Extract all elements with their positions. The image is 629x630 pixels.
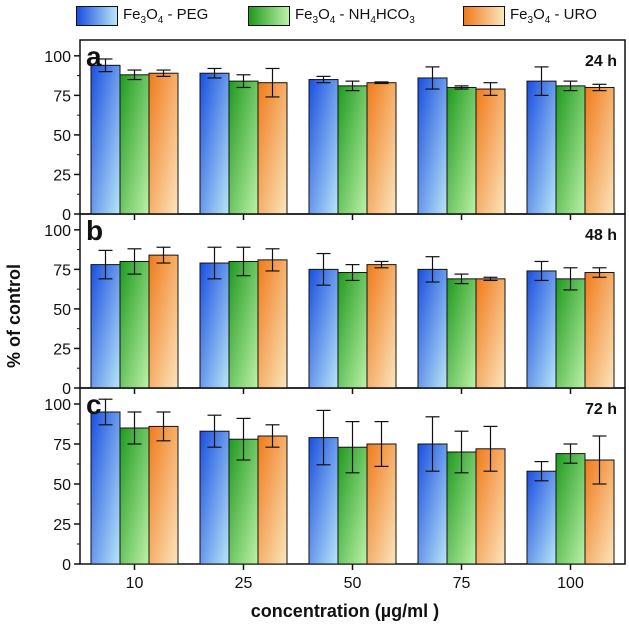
y-tick-label-c-50: 50 xyxy=(53,477,71,494)
bar-c-nh4hco3-100 xyxy=(555,453,586,565)
legend-item-uro: Fe3O4 - URO xyxy=(463,4,597,28)
x-tick-label-100: 100 xyxy=(557,575,584,592)
y-tick-label-b-100: 100 xyxy=(44,223,71,240)
y-tick-label-b-25: 25 xyxy=(53,341,71,358)
bar-b-nh4hco3-10 xyxy=(119,260,150,389)
bar-a-nh4hco3-75 xyxy=(446,86,477,215)
y-tick-label-c-25: 25 xyxy=(53,517,71,534)
bar-b-peg-75 xyxy=(417,268,448,389)
bar-a-uro-100 xyxy=(584,86,615,215)
bar-b-uro-10 xyxy=(148,254,179,389)
legend-swatch-uro xyxy=(463,6,505,26)
bar-a-peg-100 xyxy=(526,80,557,215)
bar-b-nh4hco3-100 xyxy=(555,278,586,389)
bar-c-peg-25 xyxy=(199,430,230,565)
y-tick-label-c-0: 0 xyxy=(62,557,71,574)
bar-a-uro-10 xyxy=(148,72,179,215)
bar-b-peg-50 xyxy=(308,268,339,389)
bar-b-peg-10 xyxy=(90,264,121,389)
bar-c-nh4hco3-10 xyxy=(119,427,150,565)
bar-a-nh4hco3-10 xyxy=(119,74,150,215)
bar-b-nh4hco3-75 xyxy=(446,278,477,389)
legend-item-peg: Fe3O4 - PEG xyxy=(76,4,208,28)
bar-a-peg-75 xyxy=(417,77,448,215)
panel-letter-c: c xyxy=(86,389,102,420)
bar-a-peg-50 xyxy=(308,79,339,215)
bar-b-uro-25 xyxy=(257,259,288,389)
bar-c-uro-25 xyxy=(257,435,288,565)
panel-letter-b: b xyxy=(86,215,103,246)
y-tick-label-b-0: 0 xyxy=(62,381,71,398)
legend-label-peg: Fe3O4 - PEG xyxy=(123,6,209,26)
panel-time-b: 48 h xyxy=(585,227,617,244)
y-tick-label-a-0: 0 xyxy=(62,207,71,224)
x-axis-title: concentration (µg/ml ) xyxy=(251,601,439,621)
bar-a-uro-25 xyxy=(257,82,288,215)
legend-label-uro: Fe3O4 - URO xyxy=(510,6,597,26)
bar-a-nh4hco3-25 xyxy=(228,80,259,215)
y-tick-label-a-25: 25 xyxy=(53,167,71,184)
bar-b-peg-25 xyxy=(199,262,230,389)
bar-a-peg-10 xyxy=(90,64,121,215)
y-tick-label-c-100: 100 xyxy=(44,397,71,414)
bar-c-uro-10 xyxy=(148,425,179,565)
panel-a: 0 25 50 75 100 a 24 h xyxy=(44,39,626,224)
bar-c-peg-100 xyxy=(526,470,557,565)
bar-b-nh4hco3-25 xyxy=(228,260,259,389)
legend-swatch-nh4hco3 xyxy=(248,6,290,26)
y-tick-label-a-100: 100 xyxy=(44,49,71,66)
y-tick-label-b-75: 75 xyxy=(53,262,71,279)
legend-label-nh4hco3: Fe3O4 - NH4HCO3 xyxy=(295,6,415,26)
bar-a-peg-25 xyxy=(199,72,230,215)
legend-item-nh4hco3: Fe3O4 - NH4HCO3 xyxy=(248,4,415,28)
bar-b-nh4hco3-50 xyxy=(337,272,368,389)
panel-c: 0 25 50 75 100 10 25 50 75 100 c 72 h xyxy=(44,387,626,592)
y-tick-label-b-50: 50 xyxy=(53,302,71,319)
bar-b-uro-100 xyxy=(584,272,615,389)
bar-b-peg-100 xyxy=(526,270,557,389)
bar-b-uro-75 xyxy=(475,278,506,389)
bar-a-uro-75 xyxy=(475,88,506,215)
x-tick-label-25: 25 xyxy=(235,575,253,592)
y-axis-title: % of control xyxy=(4,264,24,368)
panel-b: 0 25 50 75 100 b 48 h xyxy=(44,213,626,398)
legend-swatch-peg xyxy=(76,6,118,26)
y-tick-label-a-50: 50 xyxy=(53,128,71,145)
y-tick-label-c-75: 75 xyxy=(53,437,71,454)
bar-b-uro-50 xyxy=(366,264,397,389)
panel-letter-a: a xyxy=(86,41,102,72)
x-tick-label-10: 10 xyxy=(126,575,144,592)
y-tick-label-a-75: 75 xyxy=(53,88,71,105)
panel-time-c: 72 h xyxy=(585,401,617,418)
legend: Fe3O4 - PEG Fe3O4 - NH4HCO3 Fe3O4 - URO xyxy=(0,0,629,34)
x-tick-label-75: 75 xyxy=(453,575,471,592)
bar-a-nh4hco3-50 xyxy=(337,85,368,215)
bar-c-peg-10 xyxy=(90,411,121,565)
x-tick-label-50: 50 xyxy=(344,575,362,592)
panel-time-a: 24 h xyxy=(585,53,617,70)
bar-a-nh4hco3-100 xyxy=(555,85,586,215)
bar-a-uro-50 xyxy=(366,82,397,215)
